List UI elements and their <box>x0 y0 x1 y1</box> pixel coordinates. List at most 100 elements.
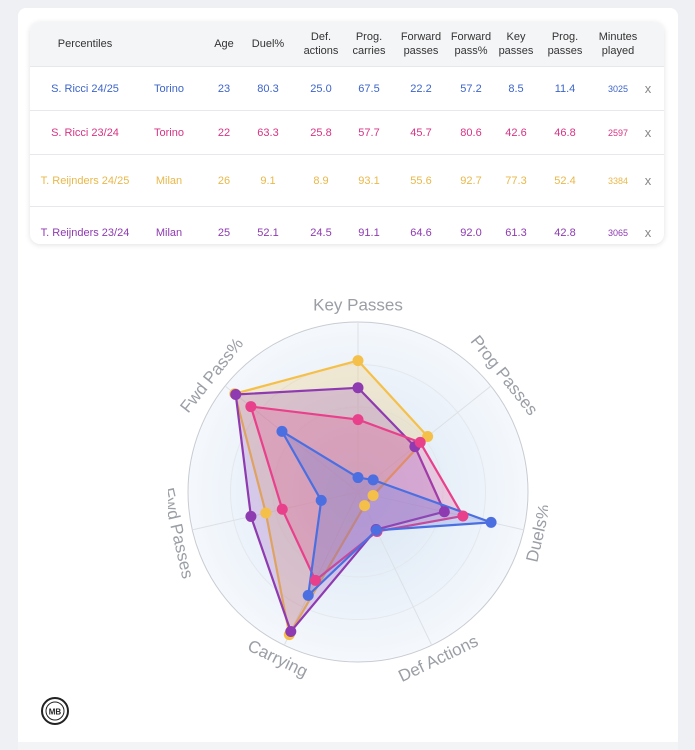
cell-key: 42.6 <box>505 127 527 139</box>
header-minutes: Minutes played <box>598 31 638 57</box>
header-age: Age <box>214 38 234 50</box>
table-header: Percentiles Age Duel% Def. actions Prog.… <box>30 22 664 66</box>
cell-minutes: 3025 <box>607 84 629 94</box>
cell-team: Milan <box>155 227 183 239</box>
cell-fwd-passes: 55.6 <box>410 175 432 187</box>
cell-duel: 9.1 <box>260 175 276 187</box>
cell-def: 24.5 <box>310 227 332 239</box>
radar-spoke <box>283 491 359 646</box>
cell-team: Torino <box>154 83 184 95</box>
radar-point <box>422 430 434 442</box>
radar-point <box>352 355 364 367</box>
cell-prog: 42.8 <box>554 227 576 239</box>
cell-key: 77.3 <box>505 175 527 187</box>
radar-spoke <box>357 491 433 646</box>
radar-point <box>485 516 497 528</box>
header-def-actions: Def. actions <box>303 31 339 57</box>
cell-carries: 67.5 <box>358 83 380 95</box>
logo-text: MB <box>49 708 62 717</box>
header-prog-carries: Prog. carries <box>352 31 386 57</box>
cell-fwd-passes: 64.6 <box>410 227 432 239</box>
header-key-passes: Key passes <box>498 31 534 57</box>
cell-prog: 46.8 <box>554 127 576 139</box>
radar-point <box>352 382 364 394</box>
radar-spoke <box>192 491 359 531</box>
cell-minutes: 3384 <box>607 176 629 186</box>
header-prog-passes: Prog. passes <box>547 31 583 57</box>
header-forward-passes: Forward passes <box>400 31 442 57</box>
radar-axis-label: Key Passes <box>313 296 403 314</box>
header-team <box>134 22 204 66</box>
cell-team: Torino <box>154 127 184 139</box>
cell-fwd-pct: 92.0 <box>460 227 482 239</box>
cell-prog: 11.4 <box>554 83 576 95</box>
radar-point <box>367 474 379 486</box>
cell-player: T. Reijnders 24/25 <box>40 175 130 187</box>
cell-age: 26 <box>217 175 231 187</box>
cell-age: 23 <box>217 83 231 95</box>
cell-minutes: 2597 <box>607 128 629 138</box>
table-row: T. Reijnders 24/25 Milan 26 9.1 8.9 93.1 55.6 9… <box>30 154 664 207</box>
radar-point <box>309 574 321 586</box>
radar-point <box>276 503 288 515</box>
cell-prog: 52.4 <box>554 175 576 187</box>
cell-def: 8.9 <box>313 175 329 187</box>
cell-player: T. Reijnders 23/24 <box>40 227 130 239</box>
remove-row-button[interactable]: x <box>644 125 652 140</box>
header-percentiles: Percentiles <box>57 38 113 50</box>
radar-point <box>438 506 450 518</box>
radar-point <box>367 489 379 501</box>
cell-duel: 80.3 <box>257 83 279 95</box>
brand-logo: MB <box>41 697 69 725</box>
cell-carries: 93.1 <box>358 175 380 187</box>
table-row: T. Reijnders 23/24 Milan 25 52.1 24.5 91.1 64.… <box>30 206 664 244</box>
remove-row-button[interactable]: x <box>644 225 652 240</box>
cell-fwd-pct: 80.6 <box>460 127 482 139</box>
radar-point <box>230 388 242 400</box>
cell-minutes: 3065 <box>607 228 629 238</box>
cell-age: 22 <box>217 127 231 139</box>
radar-point <box>359 500 371 512</box>
remove-row-button[interactable]: x <box>644 173 652 188</box>
comparison-table: Percentiles Age Duel% Def. actions Prog.… <box>30 22 664 244</box>
cell-team: Milan <box>155 175 183 187</box>
radar-point <box>315 494 327 506</box>
radar-point <box>276 425 288 437</box>
radar-point <box>302 589 314 601</box>
cell-def: 25.0 <box>310 83 332 95</box>
page-container: Percentiles Age Duel% Def. actions Prog.… <box>18 8 678 750</box>
cell-player: S. Ricci 24/25 <box>51 83 119 95</box>
table-row: S. Ricci 24/25 Torino 23 80.3 25.0 67.5 22.2 57… <box>30 66 664 111</box>
remove-row-button[interactable]: x <box>644 81 652 96</box>
table-row: S. Ricci 23/24 Torino 22 63.3 25.8 57.7 45.7 80… <box>30 110 664 155</box>
radar-series-area <box>280 430 493 597</box>
cell-age: 25 <box>217 227 231 239</box>
cell-key: 61.3 <box>505 227 527 239</box>
radar-point <box>285 626 297 638</box>
next-card-edge <box>18 742 678 750</box>
radar-point <box>245 401 257 413</box>
radar-series-area <box>249 405 465 582</box>
cell-fwd-passes: 22.2 <box>410 83 432 95</box>
cell-carries: 91.1 <box>358 227 380 239</box>
radar-point <box>260 507 272 519</box>
cell-key: 8.5 <box>508 83 524 95</box>
cell-player: S. Ricci 23/24 <box>51 127 119 139</box>
radar-point <box>457 510 469 522</box>
radar-point <box>414 436 426 448</box>
cell-def: 25.8 <box>310 127 332 139</box>
cell-duel: 63.3 <box>257 127 279 139</box>
cell-fwd-pct: 57.2 <box>460 83 482 95</box>
header-forward-pass-pct: Forward pass% <box>450 31 492 57</box>
header-duel: Duel% <box>251 38 285 50</box>
cell-duel: 52.1 <box>257 227 279 239</box>
cell-fwd-pct: 92.7 <box>460 175 482 187</box>
radar-point <box>370 524 382 536</box>
radar-series-area <box>234 386 446 633</box>
radar-point <box>352 414 364 426</box>
radar-point <box>245 510 257 522</box>
cell-fwd-passes: 45.7 <box>410 127 432 139</box>
radar-point <box>352 472 364 484</box>
cell-carries: 57.7 <box>358 127 380 139</box>
